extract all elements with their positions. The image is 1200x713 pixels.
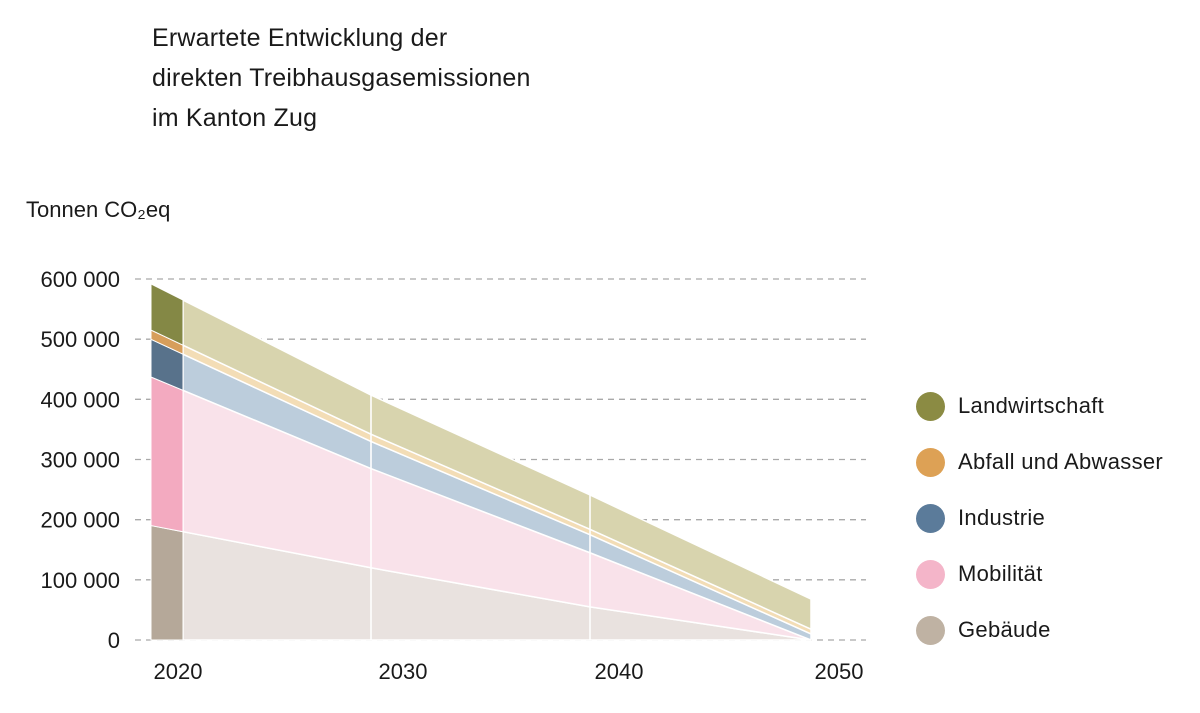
legend-item-landwirtschaft: Landwirtschaft: [916, 391, 1163, 421]
legend-item-mobilit-t: Mobilität: [916, 559, 1163, 589]
legend: Landwirtschaft Abfall und Abwasser Industr…: [916, 391, 1164, 672]
legend-swatch: [916, 447, 945, 477]
legend-label: Abfall und Abwasser: [958, 449, 1164, 474]
x-tick-label: 2020: [154, 659, 203, 684]
x-tick-label: 2040: [595, 659, 644, 684]
y-tick-label: 600 000: [40, 267, 120, 292]
legend-item-abfall-und-abwasser: Abfall und Abwasser: [916, 447, 1164, 477]
bar-2020-mobilit-t: [150, 376, 184, 533]
legend-label: Landwirtschaft: [958, 393, 1105, 418]
bar-2020-landwirtschaft: [150, 283, 184, 346]
y-tick-label: 200 000: [40, 508, 120, 533]
x-tick-label: 2030: [379, 659, 428, 684]
y-tick-label: 0: [108, 628, 120, 653]
legend-item-industrie: Industrie: [916, 503, 1163, 533]
legend-label: Mobilität: [958, 561, 1043, 586]
legend-label: Gebäude: [958, 617, 1051, 642]
area-landwirtschaft: [182, 299, 812, 630]
legend-swatch: [916, 391, 945, 421]
legend-swatch: [916, 559, 945, 589]
legend-swatch: [916, 615, 945, 645]
chart-title-line-1: Erwartete Entwicklung der: [152, 24, 448, 52]
legend-label: Industrie: [958, 505, 1046, 530]
legend-swatch: [916, 503, 945, 533]
y-tick-label: 300 000: [40, 448, 120, 473]
y-tick-label: 100 000: [40, 568, 120, 593]
x-tick-label: 2050: [815, 659, 864, 684]
bar-2020-geb-ude: [150, 525, 184, 641]
chart-title: Erwartete Entwicklung der direkten Treib…: [152, 18, 531, 138]
y-axis-label: Tonnen CO₂eq: [26, 197, 171, 222]
legend-item-geb-ude: Gebäude: [916, 615, 1163, 645]
y-tick-label: 400 000: [40, 387, 120, 412]
chart-title-line-3: im Kanton Zug: [152, 104, 318, 132]
y-tick-label: 500 000: [40, 327, 120, 352]
chart-title-line-2: direkten Treibhausgasemissionen: [152, 64, 531, 92]
